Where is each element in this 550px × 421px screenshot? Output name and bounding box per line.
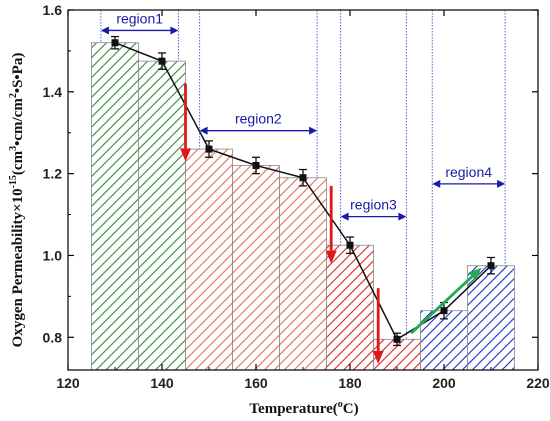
trend-arrow-3 [372,288,384,364]
y-tick-label-1.0: 1.0 [43,247,63,263]
region-label-4: region4 [445,164,492,180]
bars [91,42,515,371]
y-tick-label-1.2: 1.2 [43,166,63,182]
region-label-3: region3 [350,197,397,213]
data-point-180 [346,241,354,249]
region-label-2: region2 [235,111,282,127]
trend-arrows [180,83,482,364]
bar-180 [326,244,374,371]
region-4: region4 [432,164,506,188]
y-tick-label-1.6: 1.6 [43,2,63,18]
data-point-160 [252,161,260,169]
data-point-190 [393,335,401,343]
trend-line-group [111,39,495,343]
trend-arrow-4 [410,267,482,335]
data-point-140 [158,57,166,65]
data-point-130 [111,39,119,47]
data-point-150 [205,145,213,153]
data-point-200 [440,307,448,315]
x-tick-label-220: 220 [526,375,550,391]
y-tick-label-1.4: 1.4 [43,84,63,100]
bar-210 [467,265,515,371]
region-3: region3 [340,197,407,221]
x-tick-label-180: 180 [338,375,362,391]
data-point-210 [487,262,495,270]
trend-arrow-1 [180,83,191,162]
x-tick-label-200: 200 [432,375,456,391]
bar-170 [279,177,327,371]
region-2: region2 [199,111,318,135]
x-axis-title: Temperature(oC) [249,399,358,417]
bar-140 [138,60,186,371]
trend-arrow-2 [325,185,337,264]
x-tick-label-120: 120 [56,375,80,391]
region-annotations: region1 region2 region3 region4 [100,10,506,221]
x-tick-label-140: 140 [150,375,174,391]
bar-130 [91,42,139,371]
region-label-1: region1 [116,10,163,26]
x-tick-label-160: 160 [244,375,268,391]
bar-150 [185,148,233,371]
y-tick-label-0.8: 0.8 [43,329,63,345]
y-axis-title: Oxygen Permeability×10-15(cm3•cm/cm2•S•P… [8,53,26,348]
data-point-170 [299,174,307,182]
region-1: region1 [100,10,179,35]
axes: 120 140 160 180 200 220 0.8 1.0 1.2 1.4 1.6 [43,2,550,391]
bar-160 [232,165,280,371]
